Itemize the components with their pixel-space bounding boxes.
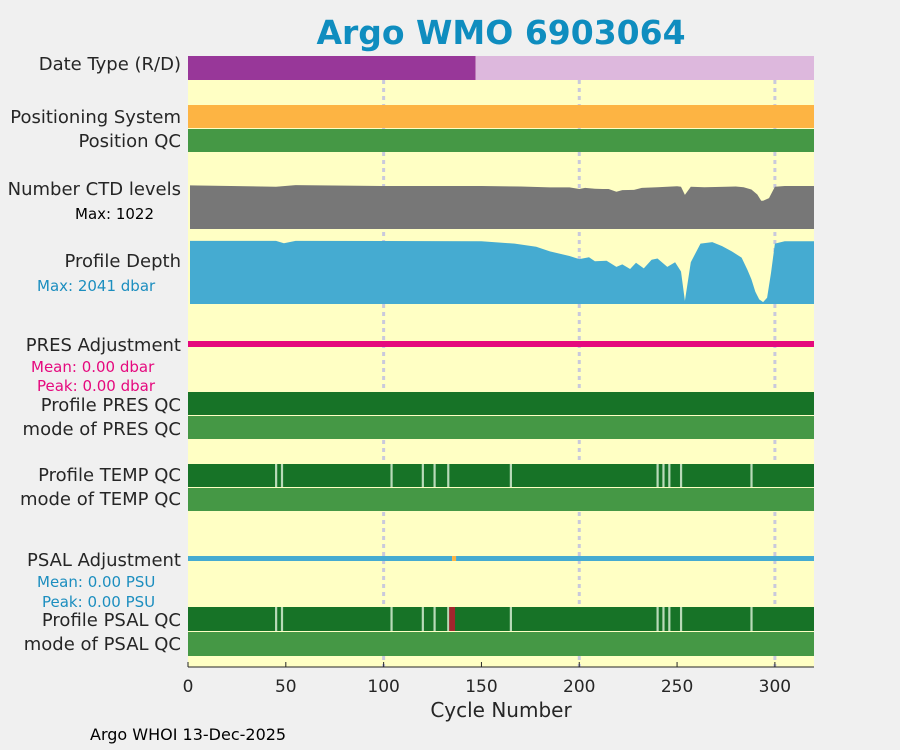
psal-qc-light-mark: [750, 607, 753, 631]
psal-qc-light-mark: [656, 607, 659, 631]
psal-mean-label: Mean: 0.00 PSU: [37, 573, 155, 591]
x-axis-label: Cycle Number: [430, 698, 572, 722]
temp-qc-light-mark: [509, 464, 512, 487]
x-tick-label: 100: [367, 677, 399, 697]
ctd-levels-area: [190, 185, 814, 229]
x-tick-label: 50: [275, 677, 297, 697]
psal-qc-light-mark: [509, 607, 512, 631]
profile-pres-qc-bar: [188, 392, 814, 415]
profile-psal-qc-bar: [188, 607, 814, 631]
temp-qc-light-mark: [275, 464, 278, 487]
mode-temp-qc-bar: [188, 488, 814, 511]
footer-credit: Argo WHOI 13-Dec-2025: [90, 725, 287, 744]
row-label-ctd-levels: Number CTD levels: [8, 179, 181, 200]
date-type-delayed-segment: [188, 56, 476, 80]
plot-background: [188, 56, 814, 667]
temp-qc-light-mark: [447, 464, 450, 487]
row-label-profile-psal-qc: Profile PSAL QC: [42, 610, 181, 631]
temp-qc-light-mark: [662, 464, 665, 487]
mode-pres-qc-bar: [188, 416, 814, 439]
psal-adjustment-line: [456, 556, 814, 561]
pres-peak-label: Peak: 0.00 dbar: [37, 377, 156, 395]
x-tick-label: 200: [563, 677, 595, 697]
psal-qc-light-mark: [433, 607, 436, 631]
date-type-realtime-segment: [475, 56, 814, 80]
cycle-gridlines: [382, 56, 777, 667]
row-label-profile-depth: Profile Depth: [64, 251, 181, 272]
row-label-profile-pres-qc: Profile PRES QC: [41, 395, 181, 416]
x-tick-label: 250: [661, 677, 693, 697]
psal-qc-light-mark: [668, 607, 671, 631]
psal-qc-light-mark: [662, 607, 665, 631]
psal-adjustment-line: [188, 556, 453, 561]
temp-qc-light-mark: [656, 464, 659, 487]
ctd-max-label: Max: 1022: [75, 205, 154, 223]
row-label-profile-temp-qc: Profile TEMP QC: [38, 465, 181, 486]
psal-qc-light-mark: [679, 607, 683, 631]
psal-qc-light-mark: [280, 607, 284, 631]
position-qc-bar: [188, 129, 814, 152]
psal-qc-light-mark: [390, 607, 393, 631]
x-tick-label: 150: [465, 677, 497, 697]
chart-title: Argo WMO 6903064: [316, 13, 685, 52]
temp-qc-light-mark: [679, 464, 683, 487]
temp-qc-light-mark: [433, 464, 436, 487]
row-label-psal-adjustment: PSAL Adjustment: [27, 550, 181, 571]
psal-qc-light-mark: [421, 607, 424, 631]
row-label-mode-temp-qc: mode of TEMP QC: [20, 489, 181, 510]
profile-depth-area: [190, 240, 814, 304]
row-label-date-type: Date Type (R/D): [39, 54, 181, 75]
psal-qc-light-mark: [275, 607, 278, 631]
pres-adjustment-line: [188, 341, 814, 347]
strip-marks: [188, 56, 814, 656]
positioning-system-bar: [188, 105, 814, 128]
depth-max-label: Max: 2041 dbar: [37, 277, 156, 295]
x-axis-ticks: 0 50 100 150 200 250 300: [183, 662, 791, 697]
row-label-mode-pres-qc: mode of PRES QC: [23, 419, 181, 440]
temp-qc-light-mark: [280, 464, 284, 487]
row-label-position-qc: Position QC: [78, 131, 181, 152]
x-tick-label: 300: [759, 677, 791, 697]
mode-psal-qc-bar: [188, 632, 814, 656]
temp-qc-light-mark: [421, 464, 424, 487]
temp-qc-light-mark: [390, 464, 393, 487]
psal-adjustment-gap-mark: [452, 556, 457, 561]
psal-peak-label: Peak: 0.00 PSU: [42, 593, 155, 611]
temp-qc-light-mark: [750, 464, 753, 487]
row-label-pres-adjustment: PRES Adjustment: [26, 335, 181, 356]
row-label-positioning-system: Positioning System: [10, 107, 181, 128]
temp-qc-light-mark: [668, 464, 671, 487]
pres-mean-label: Mean: 0.00 dbar: [31, 358, 155, 376]
psal-qc-bad-mark: [449, 607, 456, 631]
row-label-mode-psal-qc: mode of PSAL QC: [24, 634, 181, 655]
psal-qc-light-mark: [447, 607, 450, 631]
x-tick-label: 0: [183, 677, 194, 697]
